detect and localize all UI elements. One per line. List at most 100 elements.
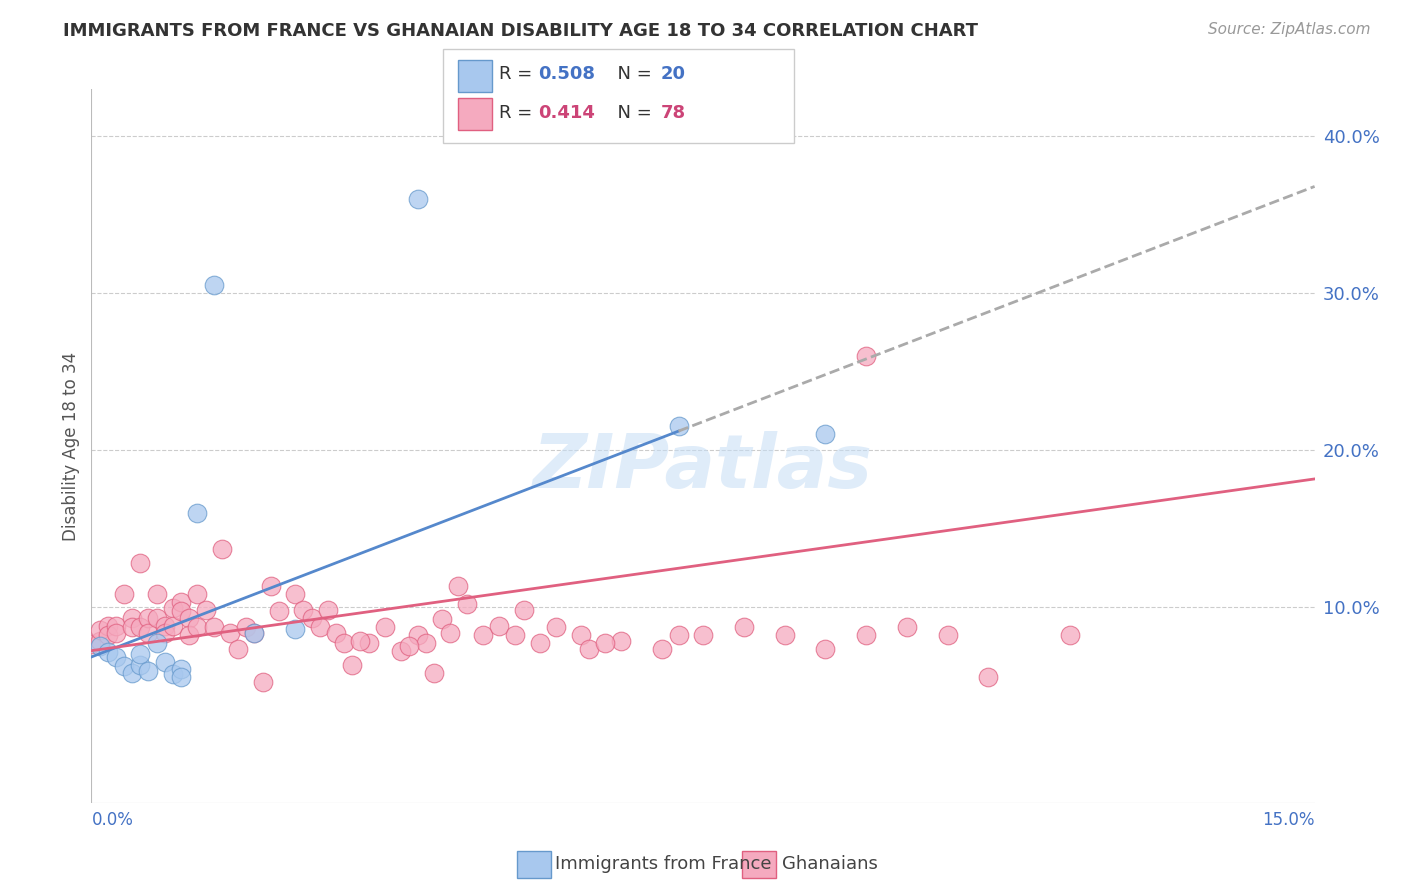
Point — [145, 587, 167, 601]
Point — [129, 556, 152, 570]
Point — [235, 620, 257, 634]
Point — [896, 620, 918, 634]
Point — [162, 601, 184, 615]
Point — [814, 642, 837, 657]
Point — [186, 587, 208, 601]
Text: R =: R = — [499, 65, 538, 83]
Point — [668, 419, 690, 434]
Point — [651, 642, 673, 657]
Point — [186, 506, 208, 520]
Point — [138, 664, 160, 678]
Point — [211, 541, 233, 556]
Point — [855, 628, 877, 642]
Point — [219, 626, 242, 640]
Point — [162, 667, 184, 681]
Point — [170, 670, 193, 684]
Text: 0.414: 0.414 — [538, 103, 595, 122]
Point — [145, 611, 167, 625]
Point — [610, 634, 633, 648]
Point — [668, 628, 690, 642]
Point — [104, 649, 127, 664]
Point — [977, 670, 1000, 684]
Point — [1059, 628, 1081, 642]
Point — [89, 639, 111, 653]
Point — [153, 618, 176, 632]
Point — [243, 626, 266, 640]
Point — [855, 349, 877, 363]
Text: 78: 78 — [661, 103, 686, 122]
Point — [593, 636, 616, 650]
Point — [170, 604, 193, 618]
Point — [423, 665, 446, 680]
Point — [569, 628, 592, 642]
Point — [325, 626, 347, 640]
Point — [439, 626, 461, 640]
Point — [179, 611, 201, 625]
Point — [447, 579, 470, 593]
Point — [357, 636, 380, 650]
Point — [936, 628, 959, 642]
Text: Immigrants from France: Immigrants from France — [555, 855, 772, 873]
Point — [153, 626, 176, 640]
Point — [226, 642, 249, 657]
Point — [301, 611, 323, 625]
Point — [129, 657, 152, 672]
Point — [97, 645, 120, 659]
Text: 15.0%: 15.0% — [1263, 811, 1315, 829]
Point — [121, 611, 143, 625]
Point — [406, 628, 429, 642]
Text: ZIPatlas: ZIPatlas — [533, 431, 873, 504]
Point — [488, 618, 510, 632]
Point — [415, 636, 437, 650]
Point — [292, 603, 315, 617]
Point — [89, 634, 111, 648]
Point — [179, 628, 201, 642]
Text: IMMIGRANTS FROM FRANCE VS GHANAIAN DISABILITY AGE 18 TO 34 CORRELATION CHART: IMMIGRANTS FROM FRANCE VS GHANAIAN DISAB… — [63, 22, 979, 40]
Point — [170, 663, 193, 677]
Text: Source: ZipAtlas.com: Source: ZipAtlas.com — [1208, 22, 1371, 37]
Point — [194, 603, 217, 617]
Point — [243, 626, 266, 640]
Point — [529, 636, 551, 650]
Point — [316, 603, 339, 617]
Point — [112, 587, 135, 601]
Point — [512, 603, 534, 617]
Point — [121, 665, 143, 680]
Point — [398, 639, 420, 653]
Point — [456, 597, 478, 611]
Y-axis label: Disability Age 18 to 34: Disability Age 18 to 34 — [62, 351, 80, 541]
Point — [505, 628, 527, 642]
Point — [374, 620, 396, 634]
Point — [145, 636, 167, 650]
Point — [97, 618, 120, 632]
Point — [202, 278, 225, 293]
Point — [202, 620, 225, 634]
Text: 0.508: 0.508 — [538, 65, 596, 83]
Point — [406, 192, 429, 206]
Point — [138, 611, 160, 625]
Point — [814, 427, 837, 442]
Text: Ghanaians: Ghanaians — [782, 855, 877, 873]
Text: 0.0%: 0.0% — [91, 811, 134, 829]
Point — [104, 618, 127, 632]
Point — [284, 587, 307, 601]
Point — [284, 622, 307, 636]
Point — [252, 675, 274, 690]
Point — [186, 620, 208, 634]
Point — [349, 634, 371, 648]
Point — [89, 624, 111, 638]
Point — [308, 620, 330, 634]
Point — [80, 637, 103, 651]
Point — [104, 626, 127, 640]
Point — [578, 642, 600, 657]
Point — [267, 604, 290, 618]
Text: N =: N = — [606, 103, 658, 122]
Text: N =: N = — [606, 65, 658, 83]
Point — [170, 595, 193, 609]
Point — [733, 620, 755, 634]
Point — [138, 626, 160, 640]
Point — [471, 628, 494, 642]
Point — [389, 643, 412, 657]
Point — [773, 628, 796, 642]
Point — [260, 579, 283, 593]
